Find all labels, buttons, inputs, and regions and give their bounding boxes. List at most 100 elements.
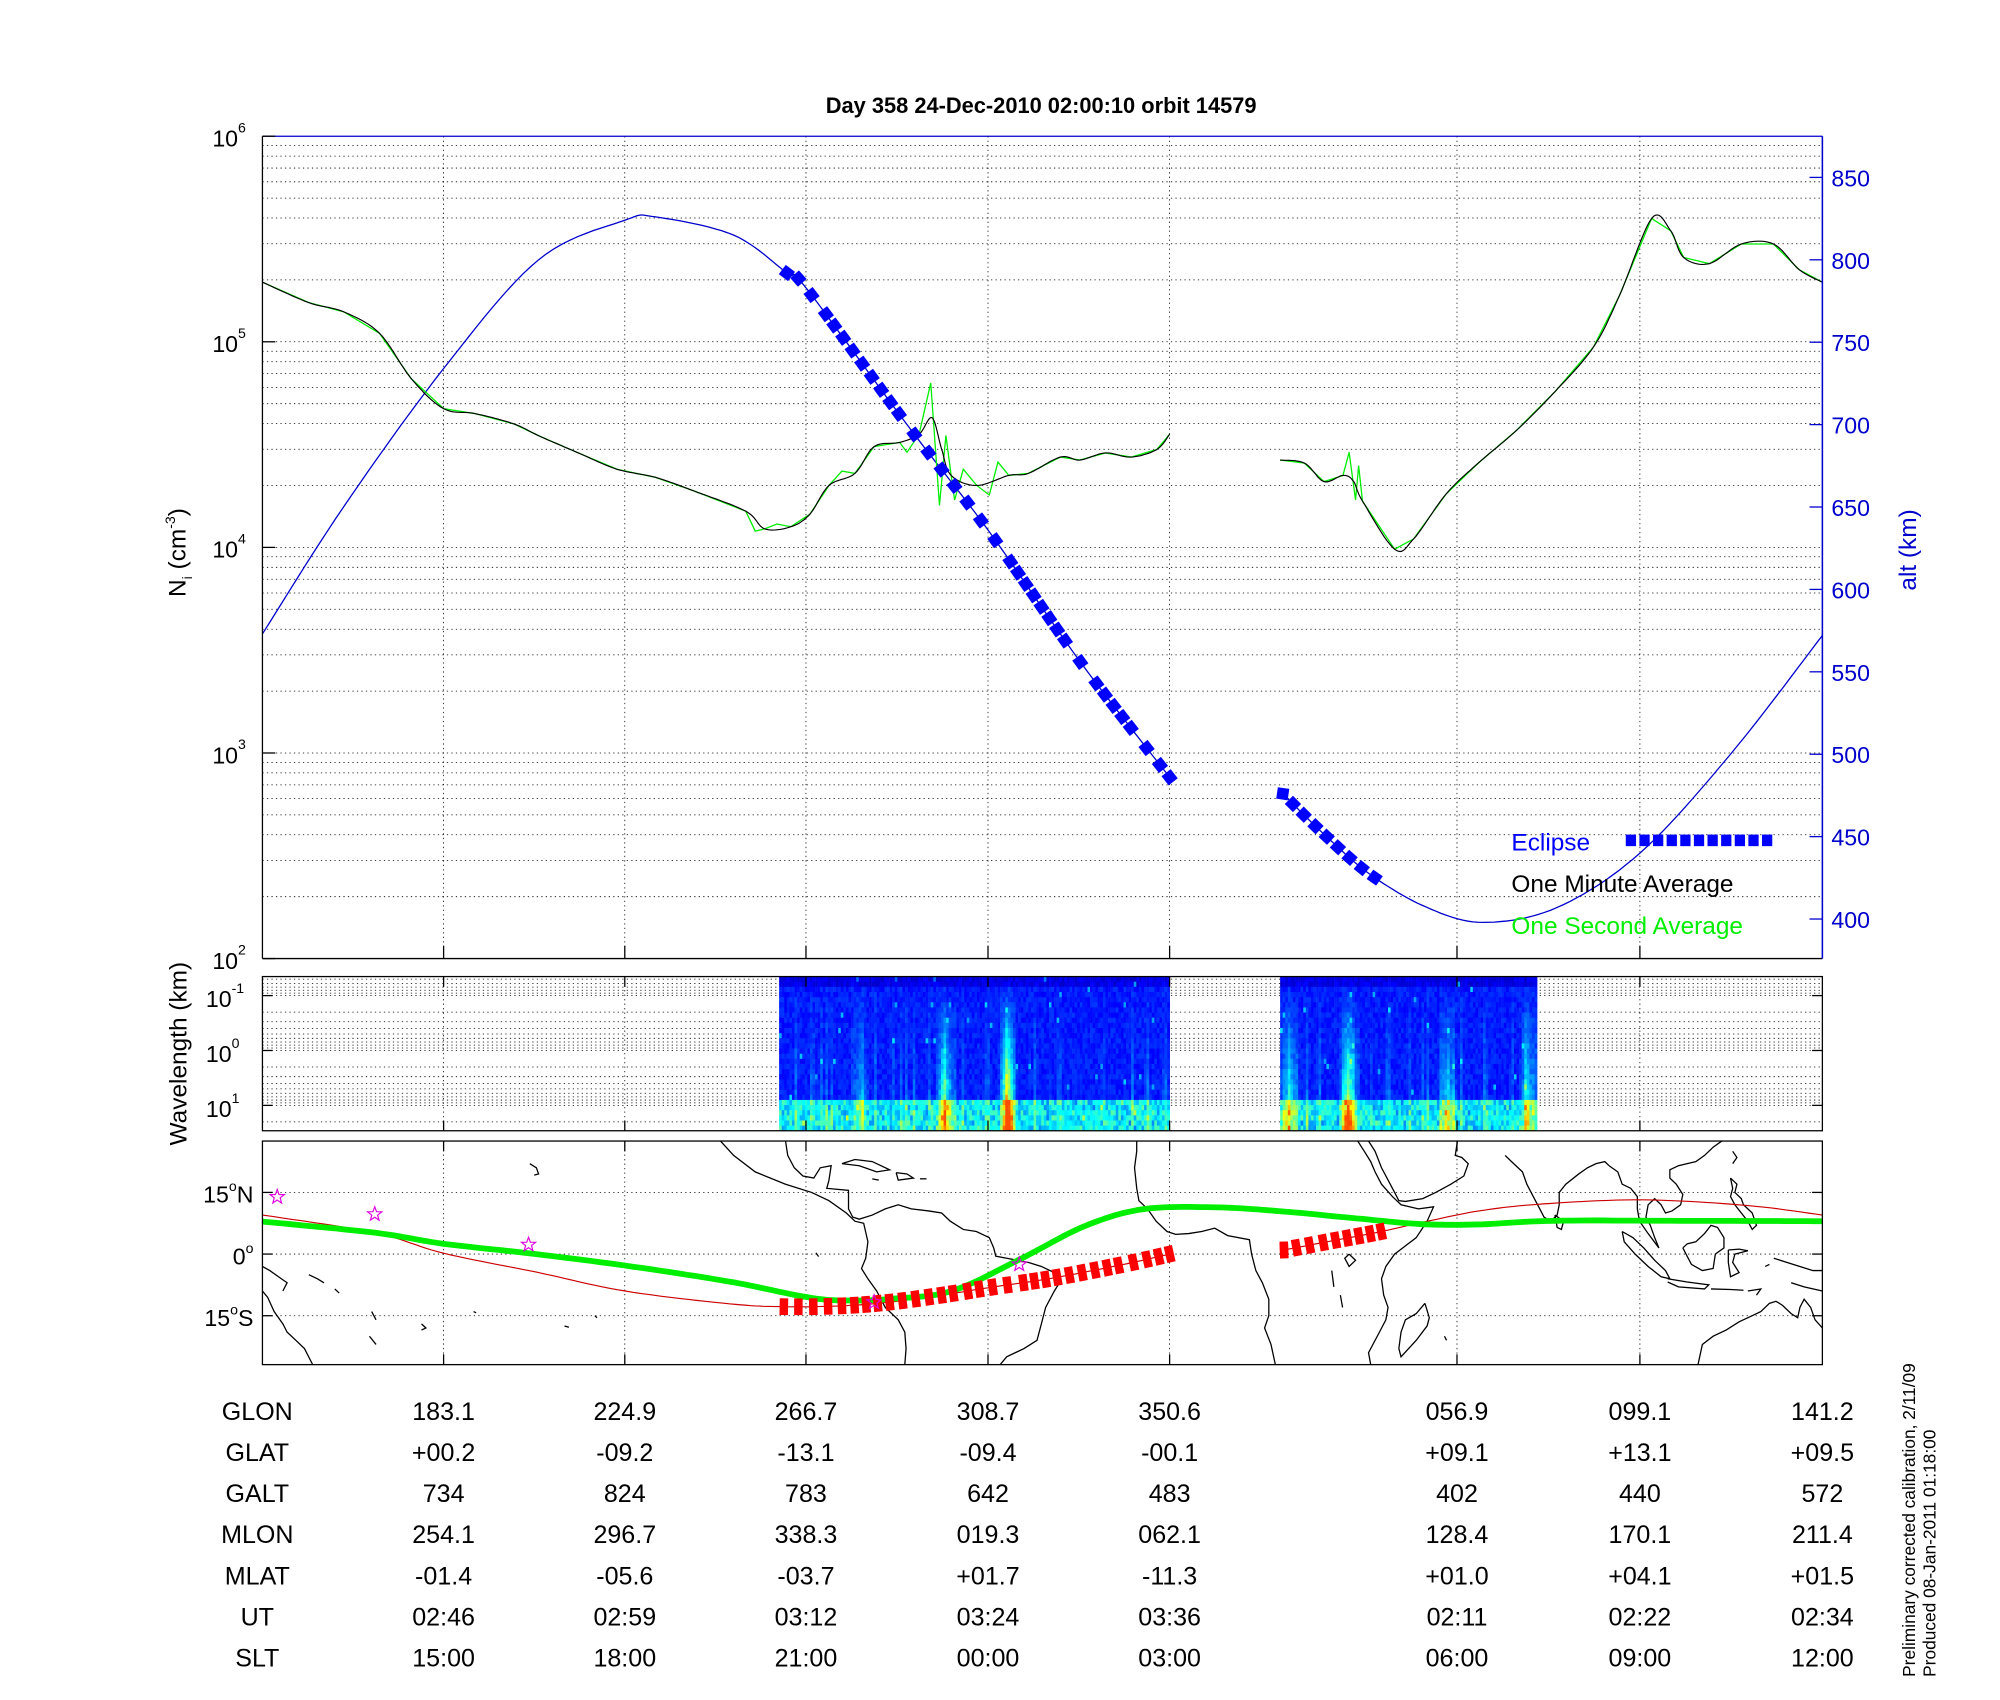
spectrogram-cell — [899, 976, 903, 983]
spectrogram-cell — [812, 1043, 816, 1049]
spectrogram-cell — [1097, 997, 1101, 1003]
spectrogram-cell — [807, 981, 811, 988]
spectrogram-cell — [1126, 976, 1129, 983]
spectrogram-cell — [869, 997, 872, 1003]
spectrogram-cell — [917, 1033, 921, 1039]
spectrogram-cell — [1079, 1007, 1083, 1013]
spectrogram-cell — [863, 1099, 867, 1106]
spectrogram-cell — [951, 1043, 955, 1049]
spectrogram-cell — [1043, 1012, 1047, 1019]
spectrogram-cell — [941, 1063, 944, 1070]
spectrogram-cell — [992, 1033, 996, 1039]
spectrogram-cell — [1051, 1058, 1055, 1065]
spectrogram-cell — [779, 1022, 782, 1029]
spectrogram-cell — [1007, 1043, 1011, 1049]
spectrogram-cell — [838, 1033, 842, 1039]
spectrogram-cell — [953, 1022, 957, 1029]
spectrogram-cell — [1077, 1027, 1081, 1034]
spectrogram-cell — [1128, 1099, 1132, 1106]
spectrogram-cell — [817, 976, 821, 983]
spectrogram-cell — [825, 1063, 829, 1070]
spectrogram-cell — [892, 1110, 896, 1116]
spectrogram-cell — [804, 1063, 808, 1070]
spectrogram-cell — [989, 1017, 993, 1024]
spectrogram-cell — [951, 1069, 955, 1075]
spectrogram-cell — [1144, 1125, 1147, 1131]
spectrogram-cell — [874, 1094, 878, 1101]
spectrogram-cell — [894, 1027, 898, 1034]
spectrogram-cell — [1048, 1099, 1052, 1106]
spectrogram-cell — [1028, 1012, 1032, 1019]
spectrogram-cell — [1000, 1027, 1003, 1034]
spectrogram-cell — [856, 986, 860, 993]
spectrogram-cell — [866, 997, 870, 1003]
spectrogram-cell — [840, 1038, 844, 1044]
spectrogram-cell — [825, 1115, 829, 1121]
spectrogram-cell — [1077, 1012, 1081, 1019]
spectrogram-cell — [881, 1074, 885, 1080]
spectrogram-cell — [812, 1027, 816, 1034]
spectrogram-cell — [1292, 1022, 1296, 1029]
spectrogram-cell — [1102, 1033, 1106, 1039]
spectrogram-cell — [830, 1017, 834, 1024]
spectrogram-cell — [1030, 1125, 1034, 1131]
spectrogram-cell — [1012, 1125, 1016, 1131]
spectrogram-cell — [799, 1094, 803, 1101]
spectrogram-cell — [907, 1027, 911, 1034]
spectrogram-cell — [1023, 1069, 1027, 1075]
spectrogram-cell — [1298, 991, 1301, 998]
spectrogram-cell — [889, 1017, 893, 1024]
spectrogram-cell — [820, 991, 824, 998]
spectrogram-cell — [912, 1120, 916, 1127]
spectrogram-cell — [1048, 976, 1052, 983]
spectrogram-cell — [1128, 997, 1132, 1003]
spectrogram-cell — [858, 1058, 862, 1065]
spectrogram-cell — [1285, 1063, 1289, 1070]
spectrogram-cell — [894, 1089, 898, 1096]
spectrogram-cell — [899, 1027, 903, 1034]
spectrogram-cell — [1102, 997, 1106, 1003]
spectrogram-cell — [1061, 991, 1065, 998]
spectrogram-cell — [1064, 1038, 1068, 1044]
spectrogram-cell — [920, 1058, 924, 1065]
spectrogram-cell — [856, 1074, 860, 1080]
spectrogram-cell — [786, 1033, 790, 1039]
spectrogram-cell — [997, 1017, 1001, 1024]
spectrogram-cell — [871, 1012, 875, 1019]
spectrogram-cell — [1056, 976, 1060, 983]
spectrogram-cell — [1066, 1069, 1070, 1075]
spectrogram-cell — [1113, 1120, 1117, 1127]
spectrogram-cell — [1054, 1099, 1057, 1106]
spectrogram-cell — [825, 976, 829, 983]
spectrogram-cell — [966, 1048, 970, 1055]
spectrogram-cell — [1059, 1002, 1063, 1008]
spectrogram-cell — [956, 976, 960, 983]
spectrogram-cell — [992, 1069, 996, 1075]
spectrogram-cell — [779, 1007, 782, 1013]
spectrogram-cell — [1015, 1058, 1019, 1065]
spectrogram-cell — [1095, 981, 1099, 988]
spectrogram-cell — [869, 1043, 872, 1049]
spectrogram-cell — [910, 1058, 914, 1065]
spectrogram-cell — [799, 1079, 803, 1085]
spectrogram-cell — [1066, 1012, 1070, 1019]
spectrogram-cell — [1048, 1063, 1052, 1070]
spectrogram-cell — [840, 1058, 844, 1065]
spectrogram-cell — [941, 1007, 944, 1013]
spectrogram-cell — [1285, 1079, 1289, 1085]
spectrogram-cell — [1131, 991, 1135, 998]
spectrogram-cell — [1287, 1012, 1291, 1019]
spectrogram-cell — [1162, 1033, 1165, 1039]
spectrogram-cell — [1033, 1053, 1037, 1060]
spectrogram-cell — [1064, 1012, 1068, 1019]
spectrogram-cell — [969, 1033, 973, 1039]
spectrogram-cell — [938, 1099, 942, 1106]
spectrogram-cell — [961, 1022, 965, 1029]
spectrogram-cell — [1054, 1094, 1057, 1101]
spectrogram-cell — [1023, 1022, 1027, 1029]
spectrogram-cell — [953, 1079, 957, 1085]
spectrogram-cell — [1292, 1043, 1296, 1049]
spectrogram-cell — [1072, 976, 1075, 983]
spectrogram-cell — [935, 1063, 939, 1070]
spectrogram-cell — [1100, 1089, 1104, 1096]
